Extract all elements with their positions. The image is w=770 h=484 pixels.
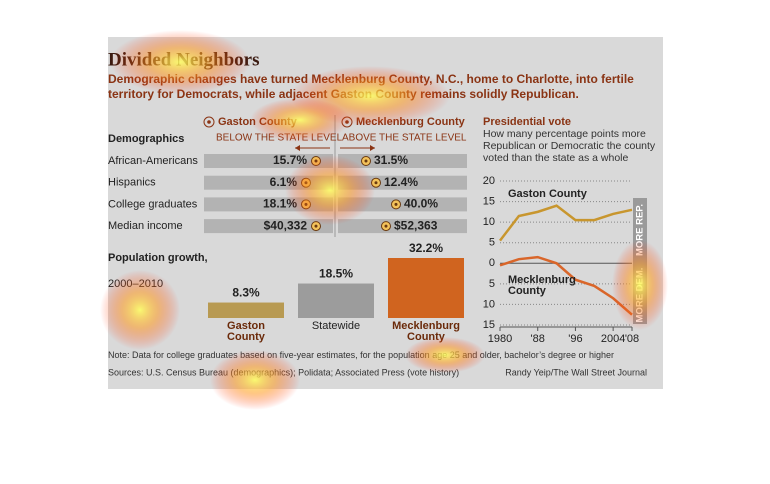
chart-subtitle-box: How many percentage points more Republic…	[483, 128, 656, 164]
note-box: Note: Data for college graduates based o…	[108, 350, 614, 360]
bar	[298, 283, 374, 318]
y-tick-label: 5	[489, 237, 495, 249]
category-label-box: Gaston County	[227, 321, 265, 343]
category-label: Mecklenburg County	[392, 321, 460, 343]
x-tick-label: '08	[625, 333, 639, 345]
row-label: Hispanics	[108, 177, 156, 189]
column-subheader: BELOW THE STATE LEVEL	[216, 133, 343, 144]
category-label-box: Statewide	[311, 321, 361, 332]
cell-bg	[338, 197, 467, 212]
table-header: Demographics	[108, 133, 184, 145]
y-tick-label: 15	[483, 319, 495, 331]
bar	[388, 258, 464, 318]
x-tick-label: 1980	[488, 333, 512, 345]
cell-value: $40,332	[264, 218, 308, 232]
cell-value: 15.7%	[273, 153, 307, 167]
category-label: Statewide	[311, 321, 361, 332]
dot-center	[314, 159, 318, 163]
row-label: African-Americans	[108, 155, 198, 167]
line	[499, 255, 633, 316]
value-label: 8.3%	[232, 286, 260, 300]
arrow-head	[295, 145, 300, 151]
series-label: Gaston County	[508, 188, 588, 200]
chart-title: Population growth,	[108, 252, 208, 264]
row-label: College graduates	[108, 198, 198, 210]
x-tick-label: '88	[531, 333, 545, 345]
title: Divided Neighbors	[108, 49, 260, 70]
column-header: Mecklenburg County	[356, 116, 466, 128]
x-tick-label: '96	[568, 333, 582, 345]
x-tick-label: 2004	[601, 333, 625, 345]
credit: Randy Yeip/The Wall Street Journal	[505, 367, 647, 377]
chart-subtitle: 2000–2010	[108, 278, 163, 290]
annotation: MORE DEM.	[635, 268, 646, 323]
y-tick-label: 20	[483, 175, 495, 187]
category-label: Gaston County	[227, 321, 265, 343]
y-tick-label: 10	[483, 216, 495, 228]
chart-title: Presidential vote	[483, 116, 571, 128]
icon	[345, 120, 349, 124]
subtitle: Demographic changes have turned Mecklenb…	[108, 72, 634, 101]
dot-center	[314, 224, 318, 228]
dot-center	[384, 224, 388, 228]
cell-value: $52,363	[394, 218, 438, 232]
line	[499, 204, 633, 242]
note: Note: Data for college graduates based o…	[108, 350, 614, 360]
cell-value: 6.1%	[270, 175, 298, 189]
cell-value: 18.1%	[263, 197, 297, 211]
y-tick-label: 5	[489, 278, 495, 290]
chart-subtitle: How many percentage points more Republic…	[483, 128, 656, 164]
icon	[207, 120, 211, 124]
value-label: 18.5%	[319, 267, 353, 281]
dot-center	[394, 202, 398, 206]
dot-center	[364, 159, 368, 163]
y-tick-label: 15	[483, 195, 495, 207]
y-tick-label: 10	[483, 298, 495, 310]
subtitle-box: Demographic changes have turned Mecklenb…	[108, 72, 634, 101]
dot-center	[304, 202, 308, 206]
series-label: Mecklenburg County	[508, 275, 576, 297]
category-label-box: Mecklenburg County	[392, 321, 460, 343]
bar	[208, 302, 284, 318]
sources: Sources: U.S. Census Bureau (demographic…	[108, 367, 459, 377]
series-label-box: Mecklenburg County	[508, 275, 576, 297]
cell-bg	[204, 175, 333, 190]
cell-value: 40.0%	[404, 197, 438, 211]
value-label: 32.2%	[409, 241, 443, 255]
annotation: MORE REP.	[635, 204, 646, 256]
icon	[203, 116, 215, 128]
column-subheader: ABOVE THE STATE LEVEL	[342, 133, 467, 144]
row-label: Median income	[108, 220, 183, 232]
dot-center	[374, 181, 378, 185]
column-header: Gaston County	[218, 116, 298, 128]
cell-value: 31.5%	[374, 153, 408, 167]
dot-center	[304, 181, 308, 185]
cell-value: 12.4%	[384, 175, 418, 189]
arrow-head	[370, 145, 375, 151]
y-tick-label: 0	[489, 257, 495, 269]
